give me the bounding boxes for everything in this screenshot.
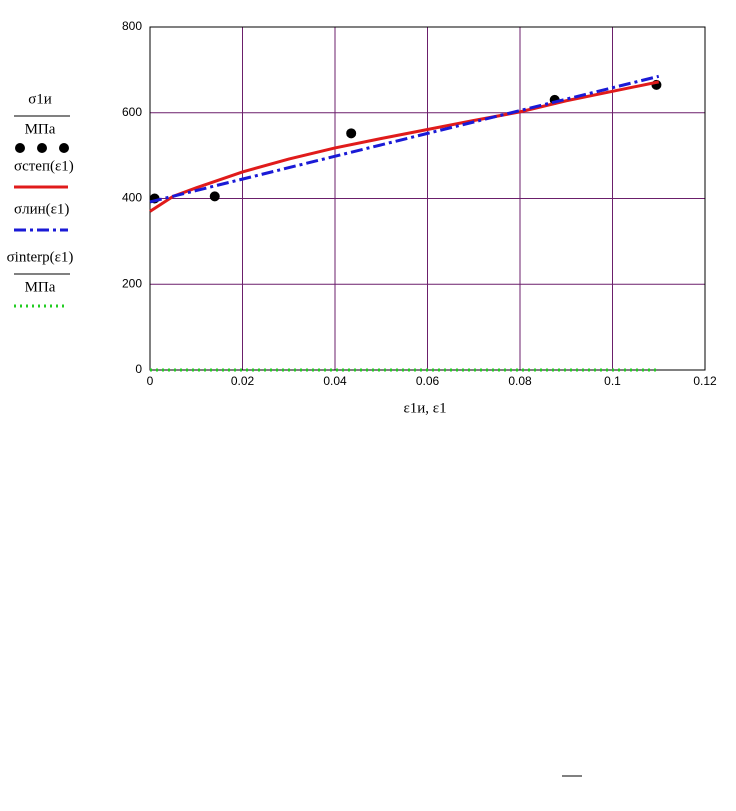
x-tick-label: 0: [147, 374, 154, 388]
series-line: [149, 80, 660, 213]
x-tick-label: 0.08: [508, 374, 532, 388]
legend-marker: [15, 143, 25, 153]
y-tick-label: 0: [135, 362, 142, 376]
y-tick-label: 200: [122, 276, 142, 290]
legend-label: σстеп(ε1): [14, 158, 74, 174]
x-tick-label: 0.04: [323, 374, 347, 388]
data-point: [346, 128, 357, 139]
legend-denominator: МПа: [25, 121, 56, 137]
data-point: [209, 191, 220, 202]
x-axis-label: ε1и, ε1: [403, 400, 446, 416]
x-tick-label: 0.1: [604, 374, 621, 388]
legend-denominator: МПа: [25, 279, 56, 295]
y-tick-label: 800: [122, 19, 142, 33]
legend-marker: [59, 143, 69, 153]
legend-marker: [37, 143, 47, 153]
x-tick-label: 0.06: [416, 374, 440, 388]
y-tick-label: 400: [122, 191, 142, 205]
x-tick-label: 0.02: [231, 374, 255, 388]
y-tick-label: 600: [122, 105, 142, 119]
series-line: [149, 74, 660, 204]
legend-label: σлин(ε1): [14, 201, 69, 217]
x-tick-label: 0.12: [693, 374, 717, 388]
legend-label: σ1и: [28, 91, 52, 107]
legend-label: σinterp(ε1): [7, 249, 74, 265]
